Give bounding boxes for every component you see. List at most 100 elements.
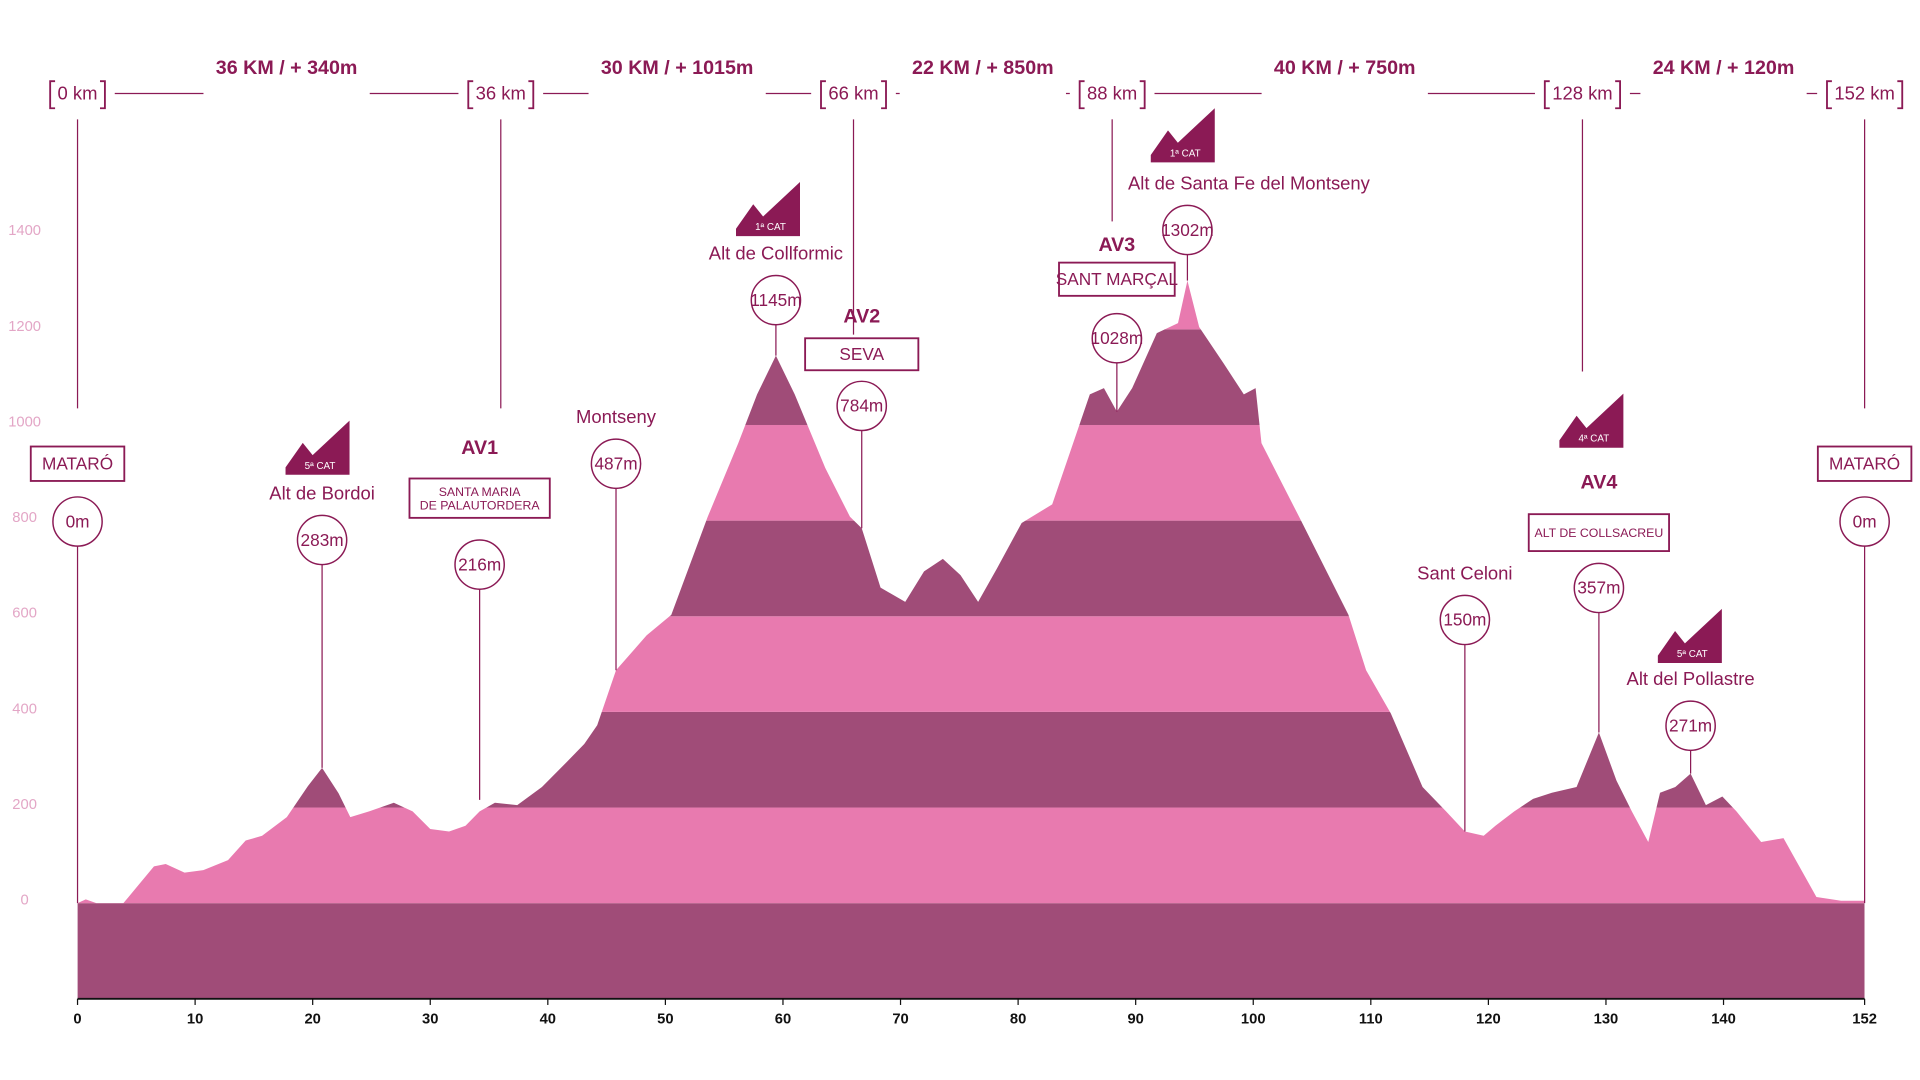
checkpoint-name: SEVA <box>839 344 884 364</box>
y-tick-label: 400 <box>12 701 37 717</box>
x-tick-label: 0 <box>73 1012 81 1028</box>
segment-gap <box>899 86 1066 101</box>
checkpoint-box <box>408 477 551 519</box>
elevation-label: 150m <box>1443 610 1486 630</box>
category-icon <box>1150 108 1215 163</box>
elevation-band <box>77 329 1865 425</box>
elevation-label: 487m <box>594 454 637 474</box>
x-tick-label: 110 <box>1359 1012 1383 1028</box>
x-tick-label: 120 <box>1476 1012 1501 1028</box>
category-icon <box>285 420 350 475</box>
elevation-band <box>77 616 1865 712</box>
place-name: Montseny <box>576 406 657 427</box>
checkpoint-name: SANT MARÇAL <box>1056 269 1178 289</box>
km-marker-label: 36 km <box>476 83 526 104</box>
checkpoint-label: AV1 <box>461 437 498 459</box>
category-label: 4ª CAT <box>1578 434 1609 445</box>
x-tick-label: 100 <box>1241 1012 1266 1028</box>
elevation-bubble <box>1573 562 1625 614</box>
elevation-label: 1145m <box>750 290 801 310</box>
elevation-label: 271m <box>1669 716 1712 736</box>
elevation-bubble <box>750 274 802 326</box>
y-tick-label: 0 <box>21 893 29 909</box>
x-tick-label: 60 <box>775 1012 791 1028</box>
y-tick-label: 600 <box>12 606 37 622</box>
category-label: 5ª CAT <box>1677 649 1708 660</box>
segment-label: 22 KM / + 850m <box>912 57 1054 79</box>
x-tick-label: 50 <box>657 1012 673 1028</box>
bracket <box>1826 80 1904 110</box>
checkpoint-name: ALT DE COLLSACREU <box>1535 526 1664 540</box>
elevation-bubble <box>1439 594 1491 646</box>
place-name: Alt de Collformic <box>709 243 843 264</box>
elevation-bubble <box>454 539 505 590</box>
checkpoint-label: AV2 <box>843 306 880 328</box>
checkpoint-box <box>1816 445 1913 482</box>
bracket <box>1078 80 1146 110</box>
segment-gap <box>588 86 766 101</box>
y-tick-label: 200 <box>12 797 37 813</box>
checkpoint-box <box>1058 261 1176 297</box>
elevation-label: 0m <box>66 511 90 531</box>
elevation-label: 1302m <box>1161 220 1214 240</box>
checkpoint-name: DE PALAUTORDERA <box>420 498 541 512</box>
y-tick-label: 1400 <box>8 223 41 239</box>
bracket <box>467 80 535 110</box>
elevation-bubble <box>1839 496 1890 547</box>
category-label: 1ª CAT <box>755 222 786 233</box>
elevation-band <box>77 807 1865 904</box>
elevation-label: 283m <box>301 530 344 550</box>
elevation-bubble <box>1665 700 1716 752</box>
x-tick-label: 30 <box>422 1012 438 1028</box>
place-name: Alt de Bordoi <box>269 482 375 503</box>
km-marker-label: 66 km <box>828 83 878 104</box>
x-tick-label: 70 <box>892 1012 908 1028</box>
place-name: Alt del Pollastre <box>1627 668 1755 689</box>
elevation-band <box>77 280 1865 330</box>
checkpoint-box <box>29 445 126 482</box>
x-tick-label: 90 <box>1127 1012 1143 1028</box>
elevation-band <box>77 711 1865 808</box>
checkpoint-box <box>1527 513 1670 552</box>
x-tick-label: 80 <box>1010 1012 1026 1028</box>
x-tick-label: 20 <box>304 1012 320 1028</box>
elevation-band <box>77 903 1865 999</box>
km-marker-label: 0 km <box>58 83 98 104</box>
place-name: Alt de Santa Fe del Montseny <box>1128 172 1371 193</box>
x-tick-label: 152 <box>1852 1012 1877 1028</box>
checkpoint-box <box>804 337 920 372</box>
x-tick-label: 130 <box>1594 1012 1619 1028</box>
place-name: Sant Celoni <box>1417 562 1512 583</box>
bracket <box>49 80 106 110</box>
category-icon <box>736 182 800 237</box>
bracket <box>820 80 887 110</box>
checkpoint-label: AV4 <box>1580 472 1617 494</box>
segment-gap <box>1640 86 1807 101</box>
category-icon <box>1657 608 1722 664</box>
category-label: 5ª CAT <box>305 461 336 472</box>
elevation-bubble <box>836 380 888 432</box>
checkpoint-label: AV3 <box>1098 234 1135 256</box>
elevation-label: 784m <box>840 396 883 416</box>
elevation-bubble <box>52 496 103 547</box>
km-marker-label: 152 km <box>1834 83 1894 104</box>
km-marker-label: 128 km <box>1552 83 1612 104</box>
x-tick-label: 10 <box>187 1012 203 1028</box>
category-icon <box>1559 393 1624 448</box>
km-marker-label: 88 km <box>1087 83 1137 104</box>
y-tick-label: 1000 <box>8 414 41 430</box>
elevation-bubble <box>1091 312 1143 364</box>
elevation-label: 1028m <box>1091 328 1144 348</box>
segment-label: 30 KM / + 1015m <box>601 57 754 79</box>
elevation-label: 357m <box>1577 578 1620 598</box>
segment-label: 40 KM / + 750m <box>1274 57 1416 79</box>
category-label: 1ª CAT <box>1170 148 1201 159</box>
bands <box>77 280 1865 999</box>
x-tick-label: 40 <box>540 1012 556 1028</box>
x-tick-label: 140 <box>1711 1012 1736 1028</box>
elevation-label: 0m <box>1853 511 1877 531</box>
segment-label: 24 KM / + 120m <box>1653 57 1795 79</box>
elevation-label: 216m <box>458 554 501 574</box>
checkpoint-name: SANTA MARIA <box>439 485 522 499</box>
